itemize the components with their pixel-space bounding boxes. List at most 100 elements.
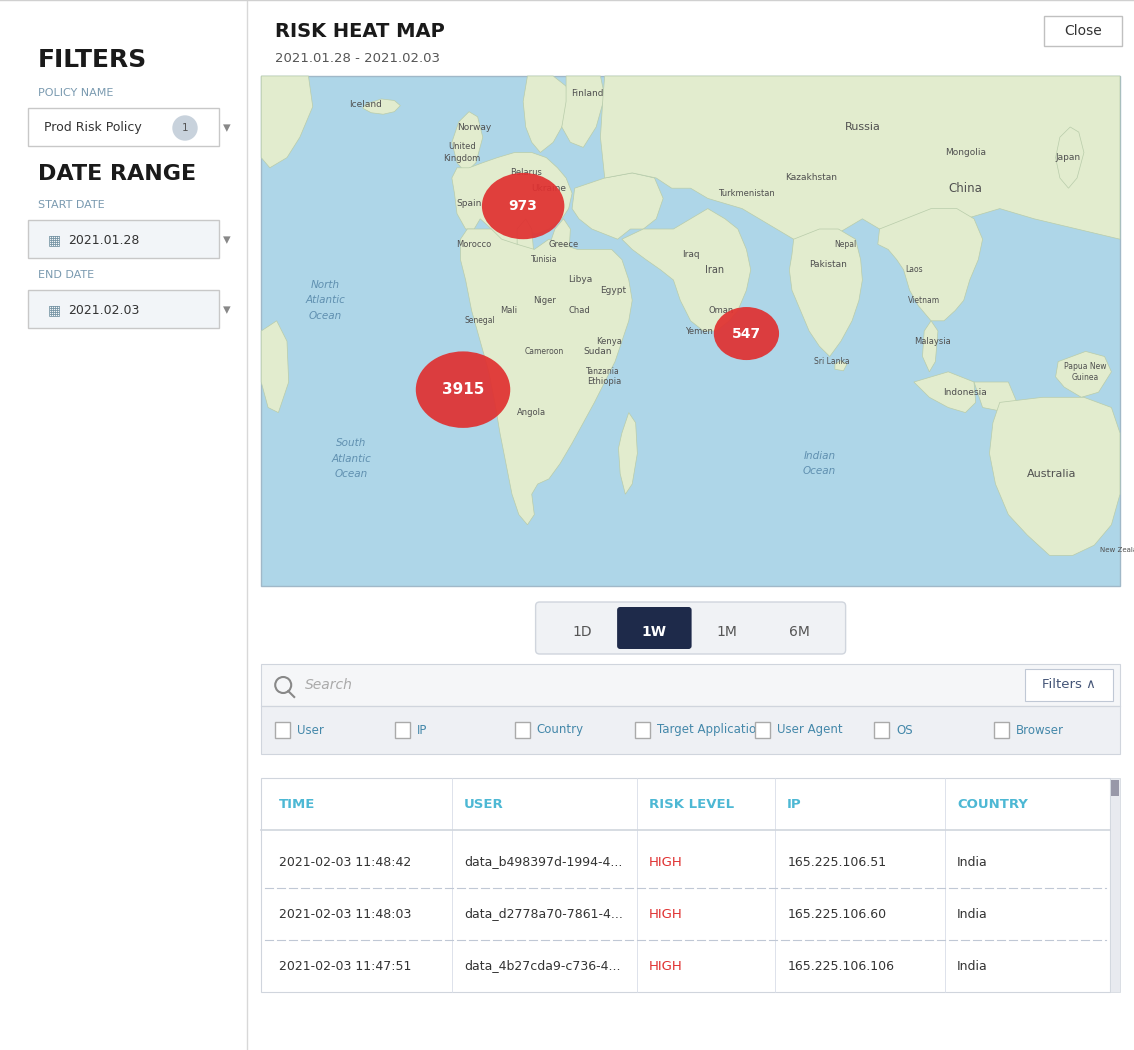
FancyBboxPatch shape [395,722,411,738]
Text: India: India [957,856,988,868]
Text: Malaysia: Malaysia [914,337,951,345]
Text: Tunisia: Tunisia [532,255,558,265]
FancyBboxPatch shape [28,220,219,258]
Text: Kenya: Kenya [596,337,621,345]
Polygon shape [922,321,938,372]
Text: Finland: Finland [572,89,603,99]
Text: Laos: Laos [905,266,923,274]
Text: 1: 1 [181,123,188,133]
Text: New Zeala: New Zeala [1100,547,1134,553]
Text: Mali: Mali [500,307,517,315]
Polygon shape [523,76,570,152]
FancyBboxPatch shape [635,722,650,738]
Text: Nepal: Nepal [835,239,856,249]
Text: Pakistan: Pakistan [809,260,847,269]
Text: 2021-02-03 11:47:51: 2021-02-03 11:47:51 [279,960,412,972]
Polygon shape [363,99,400,114]
Text: 2021.01.28: 2021.01.28 [68,233,139,247]
Text: Iraq: Iraq [682,250,700,259]
FancyBboxPatch shape [1111,780,1119,796]
Text: TIME: TIME [279,798,315,811]
Text: United
Kingdom: United Kingdom [443,143,481,163]
Text: User Agent: User Agent [777,723,843,736]
Text: Japan: Japan [1056,153,1081,162]
Polygon shape [618,413,637,495]
Text: Prod Risk Policy: Prod Risk Policy [44,122,142,134]
Text: Iran: Iran [705,265,725,275]
Circle shape [174,116,197,140]
FancyBboxPatch shape [28,108,219,146]
Bar [0,0,247,1050]
Polygon shape [572,173,663,239]
Text: Libya: Libya [568,275,593,285]
Text: 3915: 3915 [442,382,484,397]
Text: 6M: 6M [789,625,810,639]
Polygon shape [878,209,982,321]
Text: Oman: Oman [708,307,734,315]
Text: Filters ∧: Filters ∧ [1042,678,1095,692]
Text: China: China [948,182,982,194]
Text: ▾: ▾ [223,232,231,248]
Text: Vietnam: Vietnam [908,296,940,304]
Text: 2021.02.03: 2021.02.03 [68,303,139,316]
Text: 165.225.106.106: 165.225.106.106 [787,960,895,972]
Bar [261,76,1120,586]
Polygon shape [990,397,1120,555]
Ellipse shape [482,173,565,239]
Polygon shape [974,382,1017,413]
Text: Iceland: Iceland [349,100,382,109]
FancyBboxPatch shape [754,722,770,738]
Text: 165.225.106.60: 165.225.106.60 [787,907,887,921]
Polygon shape [561,76,604,147]
Text: Cameroon: Cameroon [525,346,565,356]
Text: POLICY NAME: POLICY NAME [39,88,113,98]
FancyBboxPatch shape [874,722,889,738]
FancyBboxPatch shape [276,722,290,738]
Polygon shape [1056,352,1111,397]
Text: South
Atlantic
Ocean: South Atlantic Ocean [331,438,371,479]
Polygon shape [551,218,570,275]
Text: 1W: 1W [642,625,667,639]
Text: Turkmenistan: Turkmenistan [718,189,775,197]
Text: OS: OS [896,723,913,736]
Polygon shape [835,360,847,371]
FancyBboxPatch shape [1044,16,1122,46]
Text: Ethiopia: Ethiopia [587,378,621,386]
Text: Angola: Angola [517,408,547,417]
Text: Niger: Niger [533,296,556,304]
Text: RISK HEAT MAP: RISK HEAT MAP [276,22,445,41]
Text: Mongolia: Mongolia [945,148,985,158]
Text: Yemen: Yemen [685,327,713,336]
Text: Target Application: Target Application [657,723,763,736]
Text: DATE RANGE: DATE RANGE [39,164,196,184]
Text: Spain: Spain [456,200,482,208]
Text: IP: IP [417,723,428,736]
Text: Australia: Australia [1026,468,1076,479]
Text: Greece: Greece [549,239,578,249]
Text: Egypt: Egypt [600,286,626,295]
Text: Senegal: Senegal [465,316,496,326]
Text: Papua New
Guinea: Papua New Guinea [1065,362,1107,382]
Text: Close: Close [1064,24,1102,38]
Text: 2021-02-03 11:48:03: 2021-02-03 11:48:03 [279,907,412,921]
Text: START DATE: START DATE [39,200,104,210]
Text: Sudan: Sudan [584,346,612,356]
FancyBboxPatch shape [28,290,219,328]
Text: data_b498397d-1994-4...: data_b498397d-1994-4... [464,856,623,868]
Text: 165.225.106.51: 165.225.106.51 [787,856,887,868]
FancyBboxPatch shape [261,664,1120,706]
Text: data_4b27cda9-c736-4...: data_4b27cda9-c736-4... [464,960,620,972]
FancyBboxPatch shape [1025,669,1112,701]
Text: ▾: ▾ [223,121,231,135]
Text: HIGH: HIGH [649,907,683,921]
Polygon shape [621,209,751,331]
Text: India: India [957,907,988,921]
Text: Chad: Chad [568,307,590,315]
Polygon shape [517,218,534,280]
Text: Morocco: Morocco [457,239,492,249]
FancyBboxPatch shape [617,607,692,649]
Ellipse shape [416,352,510,428]
Text: ▾: ▾ [223,302,231,317]
Text: Kazakhstan: Kazakhstan [785,173,837,183]
Bar [261,706,1120,754]
